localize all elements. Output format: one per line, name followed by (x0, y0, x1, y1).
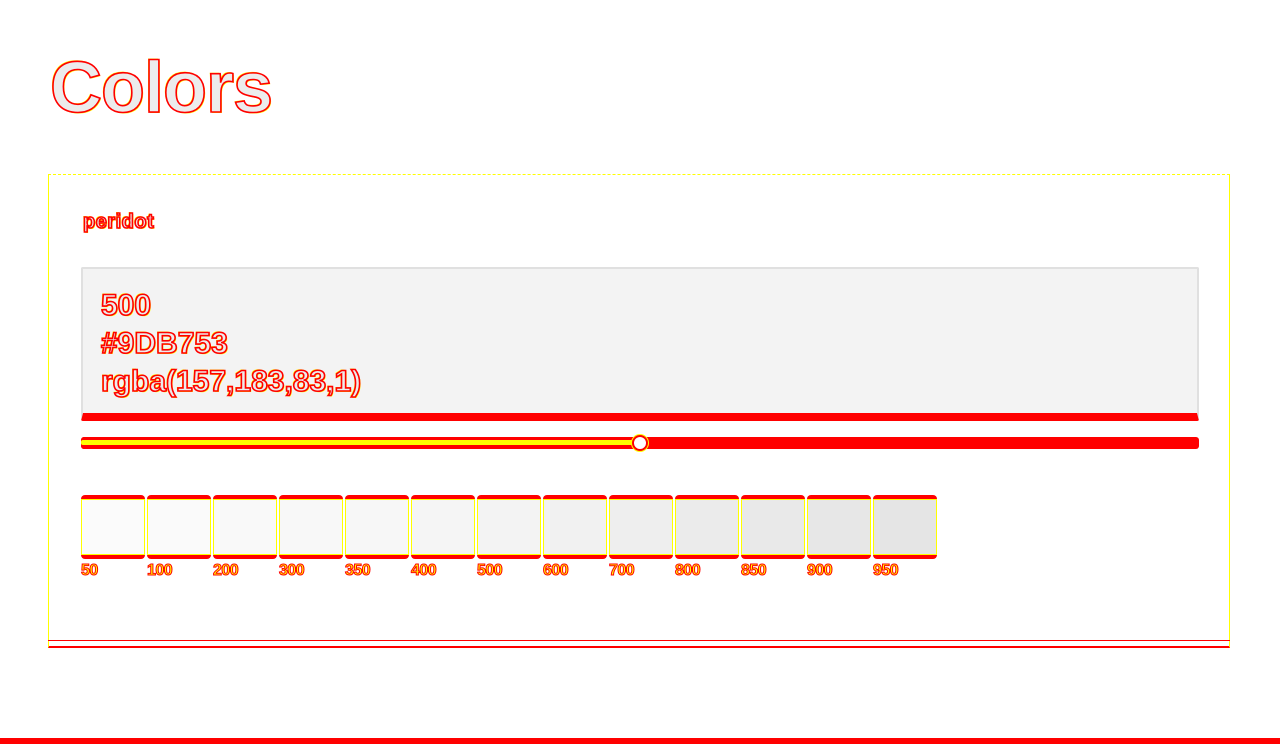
color-swatch[interactable] (609, 495, 673, 559)
swatch-label: 600 (542, 562, 569, 580)
swatch-label: 400 (410, 562, 437, 580)
swatch-label: 350 (344, 562, 371, 580)
slider-fill (81, 437, 640, 449)
color-swatch[interactable] (345, 495, 409, 559)
slider-thumb[interactable] (632, 435, 648, 451)
selected-shade-value: 500 (100, 288, 152, 323)
swatch-950[interactable]: 950 (872, 495, 937, 580)
color-swatch[interactable] (675, 495, 739, 559)
color-swatch[interactable] (81, 495, 145, 559)
swatch-50[interactable]: 50 (81, 495, 145, 580)
swatch-label: 500 (476, 562, 503, 580)
color-swatch[interactable] (279, 495, 343, 559)
swatch-350[interactable]: 350 (344, 495, 409, 580)
swatch-label: 700 (608, 562, 635, 580)
selected-hex-value: #9DB753 (100, 326, 228, 361)
swatch-200[interactable]: 200 (212, 495, 277, 580)
swatch-label: 850 (740, 562, 767, 580)
swatch-label: 900 (806, 562, 833, 580)
selected-color-info: 500 #9DB753 rgba(157,183,83,1) (81, 267, 1199, 421)
swatch-400[interactable]: 400 (410, 495, 475, 580)
swatch-100[interactable]: 100 (146, 495, 211, 580)
color-swatch[interactable] (807, 495, 871, 559)
swatch-900[interactable]: 900 (806, 495, 871, 580)
palette-name: peridot (82, 210, 155, 234)
palette-card: peridot 500 #9DB753 rgba(157,183,83,1) 5… (48, 174, 1230, 648)
color-swatch[interactable] (477, 495, 541, 559)
bottom-bar (0, 738, 1280, 744)
shade-slider[interactable] (81, 435, 1199, 451)
color-swatch[interactable] (741, 495, 805, 559)
color-swatch[interactable] (543, 495, 607, 559)
swatch-300[interactable]: 300 (278, 495, 343, 580)
color-swatch[interactable] (147, 495, 211, 559)
swatch-700[interactable]: 700 (608, 495, 673, 580)
color-swatch[interactable] (213, 495, 277, 559)
swatch-label: 100 (146, 562, 173, 580)
swatch-600[interactable]: 600 (542, 495, 607, 580)
swatch-label: 800 (674, 562, 701, 580)
color-swatch[interactable] (411, 495, 475, 559)
swatch-label: 950 (872, 562, 899, 580)
color-swatch[interactable] (873, 495, 937, 559)
page-title: Colors (49, 47, 274, 129)
swatch-label: 50 (81, 562, 99, 580)
selected-rgba-value: rgba(157,183,83,1) (100, 364, 362, 399)
swatch-label: 200 (212, 562, 239, 580)
swatch-800[interactable]: 800 (674, 495, 739, 580)
swatch-850[interactable]: 850 (740, 495, 805, 580)
swatch-label: 300 (278, 562, 305, 580)
swatch-500[interactable]: 500 (476, 495, 541, 580)
